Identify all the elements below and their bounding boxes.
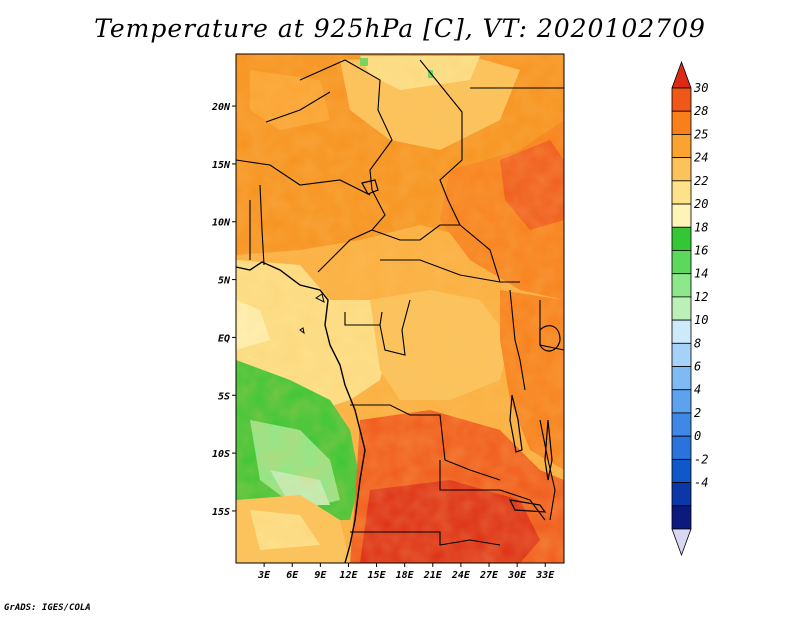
colorbar-box (671, 319, 692, 344)
border-sudan-southsudan (459, 224, 520, 283)
lake-chad (361, 179, 379, 195)
colorbar-box (671, 458, 692, 483)
colorbar-label: 4 (694, 383, 701, 397)
grads-credit: GrADS: IGES/COLA (4, 603, 91, 613)
colorbar-label: 30 (693, 81, 708, 95)
lake-tanganyika (509, 394, 523, 453)
lake-victoria (539, 325, 561, 352)
colorbar-label: 12 (694, 290, 708, 304)
colorbar-label: 16 (694, 243, 708, 257)
coastline-west (235, 261, 366, 564)
colorbar-box (671, 87, 692, 112)
lon-tick-label: 15E (368, 570, 387, 581)
temperature-field (236, 54, 564, 563)
colorbar-box (671, 157, 692, 182)
lon-tick-label: 12E (339, 570, 358, 581)
lakes (361, 179, 561, 513)
lat-tick-label: EQ (218, 333, 230, 344)
colorbar-label: -2 (694, 452, 708, 466)
lat-tick-label: 10N (212, 218, 231, 229)
border-mali-niger (265, 91, 331, 123)
lon-tick-label: 9E (314, 570, 327, 581)
colorbar-box (671, 250, 692, 275)
lat-tick-label: 15S (212, 507, 230, 518)
lat-tick-label: 15N (212, 160, 231, 171)
colorbar-box (671, 203, 692, 228)
country-borders (235, 59, 565, 546)
colorbar-label: 20 (694, 197, 708, 211)
lat-axis: 20N 15N 10N 5N EQ 5S 10S 15S (211, 102, 236, 518)
border-car-drc (380, 259, 501, 283)
colorbar-label: 25 (694, 127, 708, 141)
border-chad-car (371, 224, 460, 241)
lon-axis: 3E 6E 9E 12E 15E 18E 21E 24E 27E 30E 33E (257, 563, 555, 581)
colorbar-box (671, 134, 692, 159)
lon-tick-label: 30E (507, 570, 527, 581)
lat-tick-label: 10S (212, 449, 230, 460)
colorbar-label: 24 (694, 151, 708, 165)
border-congo (379, 299, 411, 356)
colorbar-label: -4 (694, 476, 708, 490)
lon-tick-label: 24E (451, 570, 471, 581)
border-algeria (299, 59, 346, 81)
colorbar-top-arrow (671, 60, 692, 89)
colorbar-label: 10 (694, 313, 708, 327)
border-niger-nigeria (235, 159, 371, 196)
colorbar-box (671, 226, 692, 251)
colorbar-label: 6 (694, 360, 701, 374)
colorbar-box (671, 435, 692, 460)
colorbar-label: 0 (694, 429, 701, 443)
island-saotome (299, 327, 305, 335)
colorbar-box (671, 110, 692, 135)
lat-tick-label: 5S (218, 391, 230, 402)
colorbar-label: 2 (694, 406, 701, 420)
colorbar-box (671, 342, 692, 367)
colorbar-box (671, 505, 692, 530)
border-chad-sudan (419, 59, 463, 226)
colorbar-label: 14 (694, 267, 708, 281)
lat-tick-label: 20N (211, 102, 231, 113)
colorbar-box (671, 273, 692, 298)
border-zambia (439, 460, 546, 521)
lake-malawi (544, 419, 553, 481)
island-bioko (315, 293, 325, 303)
border-angola-drc (350, 404, 501, 481)
colorbar-box (671, 389, 692, 414)
colorbar-box (671, 412, 692, 437)
colorbar-bottom-arrow (671, 528, 692, 557)
field-texture (236, 54, 564, 563)
lat-tick-label: 5N (218, 276, 231, 287)
border-nigeria-cameroon (317, 189, 386, 273)
border-drc-uganda (509, 289, 526, 391)
border-malawi (539, 419, 556, 521)
colorbar-label: 22 (694, 174, 708, 188)
colorbar-label: 8 (694, 336, 701, 350)
lon-tick-label: 27E (479, 570, 499, 581)
lon-tick-label: 3E (257, 570, 271, 581)
border-eq-guinea-gabon (344, 311, 383, 326)
lon-tick-label: 33E (535, 570, 555, 581)
lon-tick-label: 21E (423, 570, 443, 581)
colorbar-box (671, 366, 692, 391)
colorbar-label: 18 (694, 220, 708, 234)
lon-tick-label: 18E (396, 570, 415, 581)
border-benin-togo (259, 184, 265, 266)
colorbar-box (671, 180, 692, 205)
border-namibia-angola (350, 531, 501, 546)
border-niger-chad (344, 59, 393, 191)
colorbar-box (671, 482, 692, 507)
colorbar-label: 28 (694, 104, 708, 118)
lake-kariba (508, 499, 547, 513)
chart-title: Temperature at 925hPa [C], VT: 202010270… (94, 14, 706, 43)
map-frame (235, 53, 565, 564)
lon-tick-label: 6E (286, 570, 299, 581)
colorbar-box (671, 296, 692, 321)
